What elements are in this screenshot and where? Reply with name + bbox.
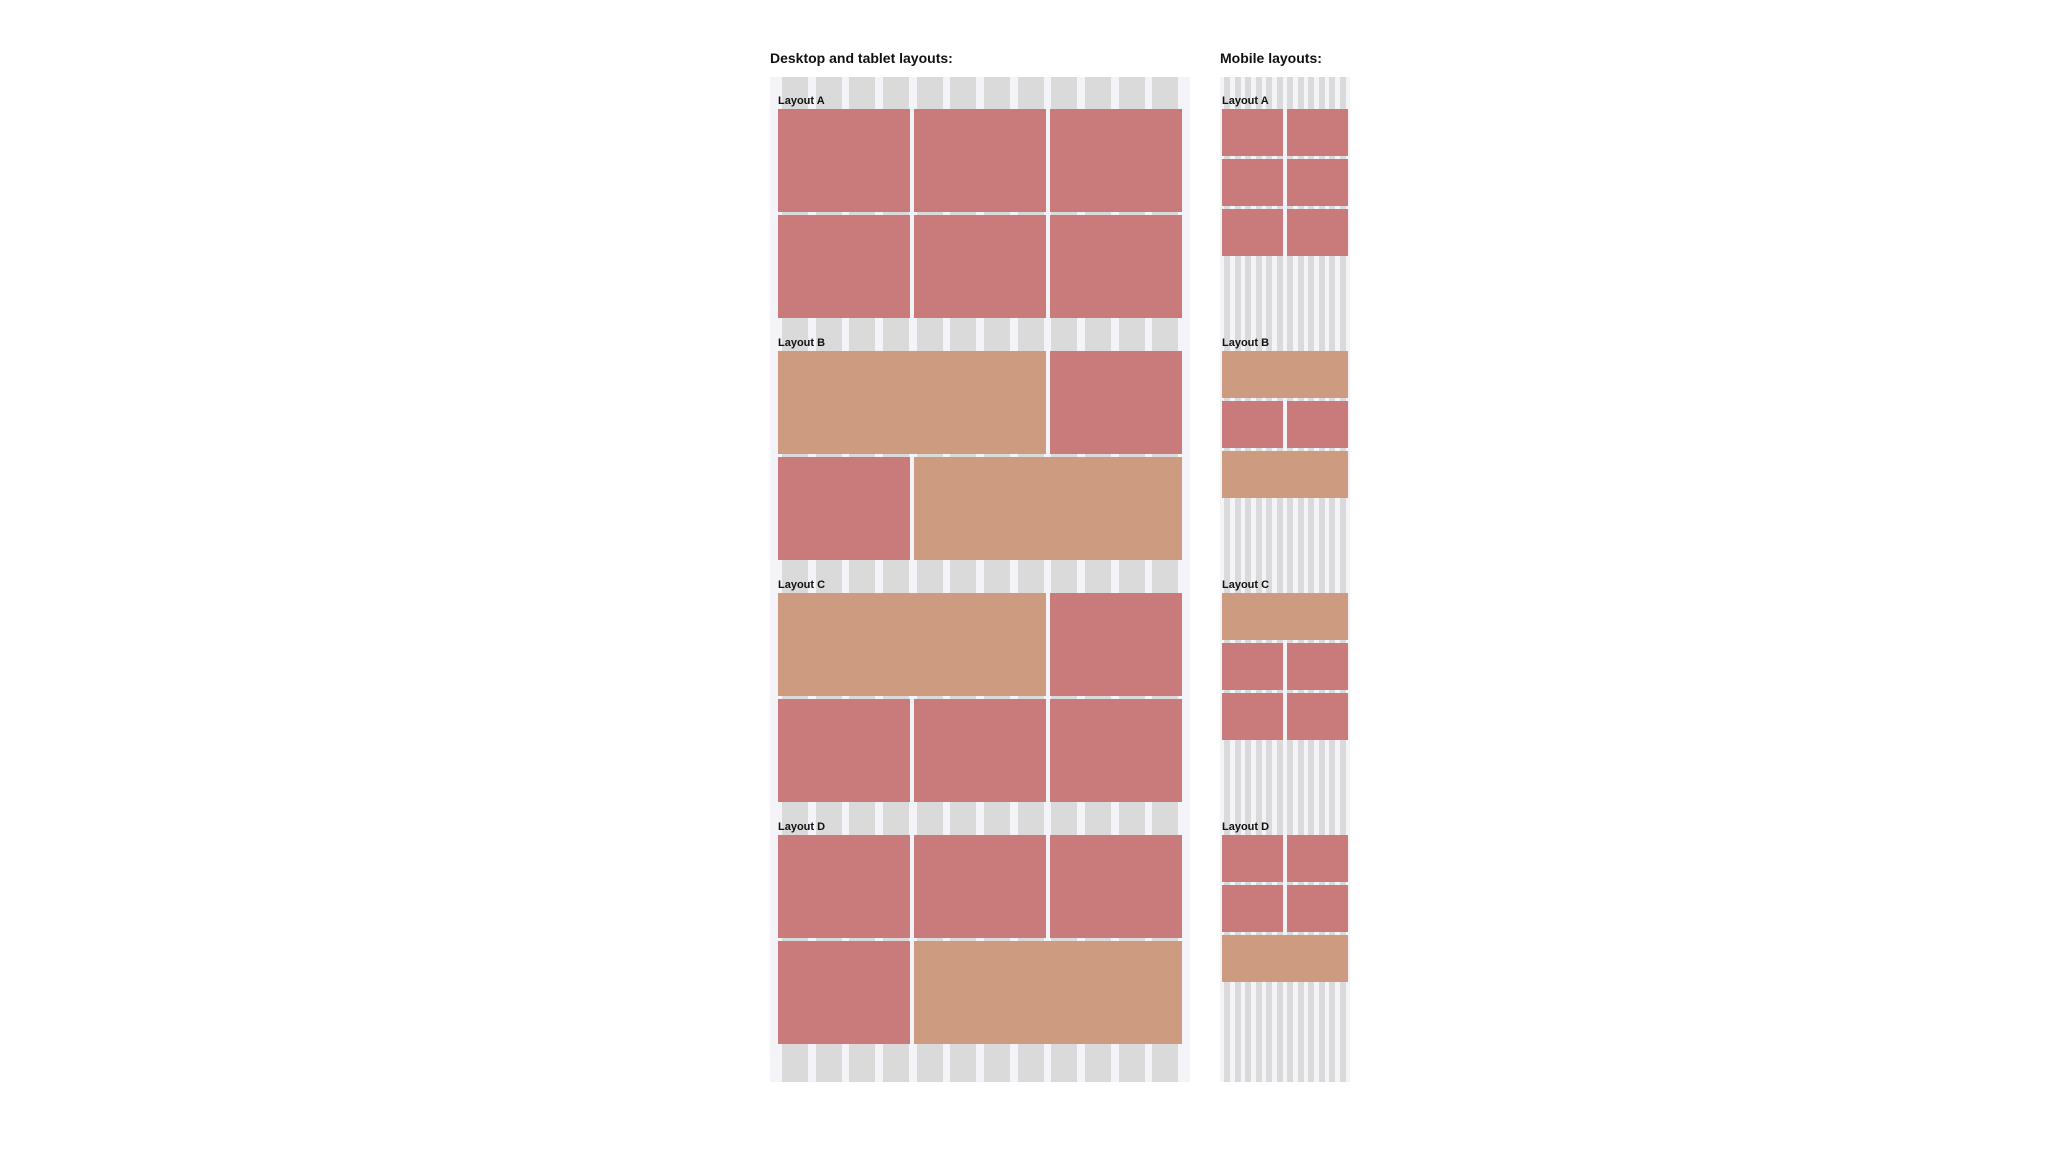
- grid-column: [1276, 77, 1283, 1082]
- square-block: [1287, 209, 1348, 256]
- grid-column: [1308, 77, 1315, 1082]
- mobile-layouts-panel: Layout A Layout B Layout C Layout D: [1220, 77, 1350, 1082]
- layout-label: Layout C: [778, 579, 826, 591]
- square-block: [914, 835, 1046, 938]
- square-block: [1287, 643, 1348, 690]
- square-block: [1222, 835, 1283, 882]
- square-block: [1222, 885, 1283, 932]
- square-block: [914, 215, 1046, 318]
- grid-column: [1297, 77, 1304, 1082]
- grid-column: [1224, 77, 1231, 1082]
- square-block: [1287, 835, 1348, 882]
- square-block: [1287, 109, 1348, 156]
- wide-block: [778, 351, 1046, 454]
- grid-column: [1329, 77, 1336, 1082]
- layout-label: Layout D: [778, 821, 826, 833]
- square-block: [1222, 693, 1283, 740]
- square-block: [1050, 215, 1182, 318]
- square-block: [1222, 401, 1283, 448]
- grid-column: [1287, 77, 1294, 1082]
- grid-column: [1339, 77, 1346, 1082]
- square-block: [1050, 835, 1182, 938]
- layout-label: Layout B: [778, 337, 826, 349]
- square-block: [1050, 593, 1182, 696]
- wide-block: [914, 457, 1182, 560]
- square-block: [1222, 159, 1283, 206]
- wide-block: [778, 593, 1046, 696]
- mobile-heading: Mobile layouts:: [1220, 50, 1322, 66]
- wide-block: [1222, 935, 1348, 982]
- square-block: [778, 941, 910, 1044]
- layout-label: Layout C: [1222, 579, 1270, 591]
- wide-block: [1222, 351, 1348, 398]
- square-block: [1050, 699, 1182, 802]
- grid-column: [1266, 77, 1273, 1082]
- grid-column: [1318, 77, 1325, 1082]
- desktop-layouts-panel: Layout A Layout B Layout C Layout D: [770, 77, 1190, 1082]
- layout-label: Layout A: [1222, 95, 1269, 107]
- square-block: [1050, 109, 1182, 212]
- grid-column: [1245, 77, 1252, 1082]
- desktop-heading: Desktop and tablet layouts:: [770, 50, 953, 66]
- square-block: [1222, 109, 1283, 156]
- square-block: [778, 215, 910, 318]
- square-block: [914, 699, 1046, 802]
- square-block: [1287, 401, 1348, 448]
- layout-label: Layout A: [778, 95, 825, 107]
- square-block: [1050, 351, 1182, 454]
- square-block: [914, 109, 1046, 212]
- square-block: [778, 457, 910, 560]
- square-block: [1222, 209, 1283, 256]
- layout-label: Layout D: [1222, 821, 1270, 833]
- layout-label: Layout B: [1222, 337, 1270, 349]
- square-block: [1222, 643, 1283, 690]
- square-block: [778, 699, 910, 802]
- wide-block: [914, 941, 1182, 1044]
- wide-block: [1222, 451, 1348, 498]
- square-block: [1287, 159, 1348, 206]
- grid-column: [1234, 77, 1241, 1082]
- square-block: [778, 835, 910, 938]
- square-block: [778, 109, 910, 212]
- grid-column: [1255, 77, 1262, 1082]
- wide-block: [1222, 593, 1348, 640]
- square-block: [1287, 885, 1348, 932]
- square-block: [1287, 693, 1348, 740]
